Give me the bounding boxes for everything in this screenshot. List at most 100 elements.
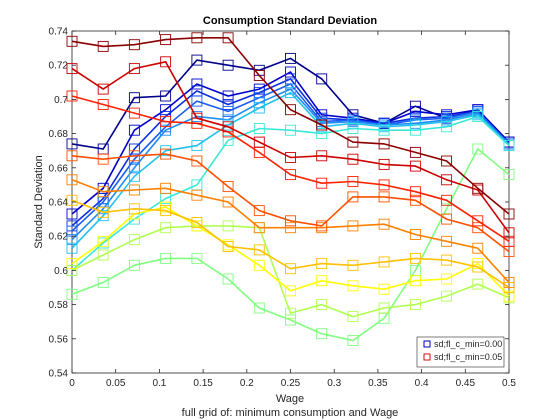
x-tick-label: 0.2: [240, 378, 254, 389]
series-marker: [503, 140, 515, 152]
series-marker: [222, 134, 234, 146]
legend-label-sd-0-05: sd;fl_c_min=0.05: [434, 352, 502, 362]
series-marker: [285, 314, 296, 326]
series-marker: [253, 302, 265, 314]
series-7: [66, 143, 515, 346]
series-marker: [285, 169, 296, 181]
series-marker: [253, 102, 265, 114]
series-marker: [472, 242, 484, 254]
series-marker: [285, 52, 296, 64]
series-marker: [191, 189, 203, 201]
series-marker: [409, 299, 421, 311]
series-marker: [378, 179, 390, 191]
y-tick-label: 0.56: [49, 334, 69, 345]
series-marker: [378, 283, 390, 295]
series-marker: [409, 146, 421, 158]
series-marker: [441, 273, 453, 285]
series-marker: [441, 155, 453, 167]
legend-label-sd-0-00: sd;fl_c_min=0.00: [434, 339, 502, 349]
x-tick-label: 0.35: [368, 378, 388, 389]
series-marker: [316, 299, 328, 311]
series-marker: [222, 121, 234, 133]
series-line-15: [71, 36, 510, 215]
series-15: [66, 32, 515, 220]
series-marker: [441, 174, 453, 186]
y-tick-label: 0.68: [49, 129, 69, 140]
series-marker: [97, 99, 109, 110]
series-marker: [128, 92, 140, 104]
series-marker: [409, 124, 421, 136]
series-marker: [128, 234, 140, 246]
series-marker: [160, 90, 172, 102]
series-marker: [503, 169, 515, 181]
x-tick-label: 0: [69, 378, 75, 389]
legend-marker-sd-0-05: [423, 353, 431, 361]
series-marker: [378, 158, 390, 170]
x-tick-label: 0.5: [502, 378, 516, 389]
series-marker: [347, 311, 359, 323]
series-marker: [222, 90, 234, 102]
series-marker: [378, 218, 390, 230]
series-marker: [66, 208, 78, 220]
series-line-11: [71, 179, 510, 283]
series-marker: [441, 254, 453, 266]
series-marker: [316, 220, 328, 232]
legend: sd;fl_c_min=0.00 sd;fl_c_min=0.05: [416, 336, 505, 368]
series-line-10: [71, 199, 510, 289]
series-line-13: [71, 95, 510, 242]
series-marker: [66, 90, 78, 102]
x-tick-label: 0.25: [281, 378, 301, 389]
series-marker: [285, 263, 296, 275]
series-marker: [285, 87, 296, 99]
series-marker: [316, 119, 328, 131]
series-marker: [409, 194, 421, 206]
series-marker: [378, 256, 390, 268]
series-marker: [347, 335, 359, 346]
series-marker: [128, 150, 140, 162]
series-marker: [347, 123, 359, 134]
series-marker: [472, 215, 484, 227]
series-marker: [222, 196, 234, 208]
series-marker: [191, 112, 203, 124]
x-tick-label: 0.1: [152, 378, 166, 389]
series-line-9: [71, 206, 510, 297]
series-marker: [66, 234, 78, 246]
series-marker: [66, 174, 78, 186]
series-12: [66, 148, 515, 258]
series-marker: [66, 150, 78, 162]
series-marker: [66, 63, 78, 75]
x-axis-label: Wage: [276, 393, 304, 405]
series-marker: [316, 128, 328, 140]
series-marker: [378, 302, 390, 314]
series-marker: [66, 288, 78, 300]
y-axis-label: Standard Deviation: [33, 155, 45, 249]
series-line-14: [71, 60, 510, 234]
y-tick-label: 0.7: [54, 95, 68, 106]
series-marker: [285, 152, 296, 163]
series-marker: [191, 95, 203, 107]
series-marker: [347, 176, 359, 187]
series-marker: [97, 153, 109, 165]
series-marker: [503, 290, 515, 302]
series-marker: [97, 276, 109, 288]
series-marker: [191, 32, 203, 44]
series-line-1: [71, 70, 510, 215]
series-marker: [222, 99, 234, 110]
y-tick-label: 0.72: [49, 61, 69, 72]
series-marker: [409, 252, 421, 264]
series-marker: [253, 259, 265, 271]
series-marker: [316, 73, 328, 85]
series-marker: [128, 184, 140, 196]
series-marker: [66, 264, 78, 276]
x-tick-label: 0.45: [456, 378, 476, 389]
series-marker: [409, 229, 421, 240]
series-marker: [222, 32, 234, 44]
series-marker: [97, 186, 109, 198]
series-marker: [160, 124, 172, 136]
series-marker: [97, 206, 109, 218]
series-marker: [472, 143, 484, 155]
series-marker: [97, 40, 109, 52]
series-marker: [128, 107, 140, 119]
series-marker: [472, 182, 484, 194]
series-marker: [66, 35, 78, 47]
